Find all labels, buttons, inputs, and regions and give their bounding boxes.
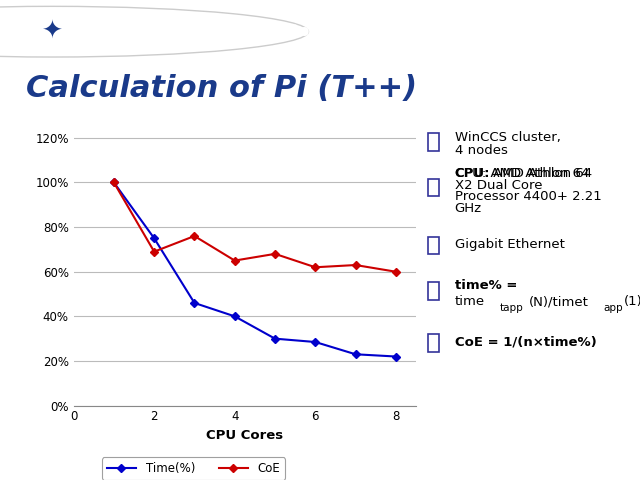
CoE [150, 249, 158, 254]
Text: WinCCS cluster,: WinCCS cluster, [455, 131, 561, 144]
Bar [428, 334, 439, 352]
Text: Open TS: an advanced tool for parallel and distributed computing.: Open TS: an advanced tool for parallel a… [102, 24, 640, 39]
Text: GHz: GHz [455, 202, 482, 215]
Time(%) [392, 354, 400, 360]
CoE [271, 251, 279, 257]
Text: app: app [604, 303, 623, 313]
Text: time% =: time% = [455, 278, 517, 291]
Bar [428, 133, 439, 151]
Time(%) [191, 300, 198, 306]
Legend: Time(%), CoE: Time(%), CoE [102, 457, 285, 480]
CoE [191, 233, 198, 239]
Text: 4 nodes: 4 nodes [455, 144, 508, 157]
Text: (N)/timet: (N)/timet [529, 295, 588, 308]
Text: X2 Dual Core: X2 Dual Core [455, 179, 542, 192]
Time(%) [352, 351, 360, 357]
X-axis label: CPU Cores: CPU Cores [206, 429, 284, 442]
CoE [392, 269, 400, 275]
Text: CPU:: CPU: [455, 167, 490, 180]
Time(%) [110, 180, 118, 185]
CoE [312, 264, 319, 270]
Text: Gigabit Ethernet: Gigabit Ethernet [455, 238, 564, 251]
Text: Processor 4400+ 2.21: Processor 4400+ 2.21 [455, 191, 602, 204]
Bar [428, 237, 439, 254]
Time(%) [312, 339, 319, 345]
Text: AMD Athlon 64: AMD Athlon 64 [489, 167, 592, 180]
Time(%) [271, 336, 279, 342]
Bar [428, 179, 439, 196]
Text: tapp: tapp [499, 303, 523, 313]
CoE [231, 258, 239, 264]
Line: CoE: CoE [111, 180, 399, 275]
CoE [110, 180, 118, 185]
Text: Calculation of Pi (T++): Calculation of Pi (T++) [26, 74, 417, 103]
Circle shape [0, 6, 308, 57]
Bar [428, 282, 439, 300]
Text: CoE = 1/(n×time%): CoE = 1/(n×time%) [455, 336, 596, 348]
Text: time: time [455, 295, 485, 308]
Time(%) [150, 235, 158, 241]
Text: ✦: ✦ [42, 20, 63, 44]
Line: Time(%): Time(%) [111, 180, 399, 360]
Text: (1): (1) [624, 295, 640, 308]
Text: CPU: AMD Athlon 64: CPU: AMD Athlon 64 [455, 167, 589, 180]
Time(%) [231, 313, 239, 319]
CoE [352, 262, 360, 268]
